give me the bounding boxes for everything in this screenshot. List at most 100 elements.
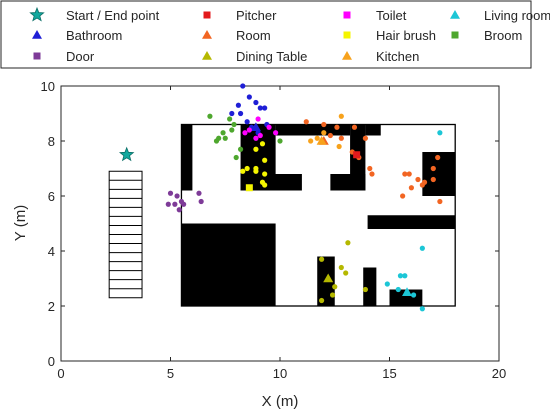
point-door <box>174 193 180 199</box>
point-bathroom <box>262 105 268 111</box>
plot-area: 0 5 10 15 20 0 2 4 6 8 10 <box>41 79 507 381</box>
point-kitchen <box>336 143 342 150</box>
y-axis-label: Y (m) <box>12 205 29 241</box>
series-kitchen <box>308 113 344 150</box>
legend-label-hair-brush: Hair brush <box>376 28 436 43</box>
legend-marker-toilet <box>343 11 351 19</box>
point-toilet <box>266 124 272 130</box>
point-door <box>198 198 204 205</box>
point-dining-table <box>338 264 344 271</box>
series-room <box>303 119 443 205</box>
point-room <box>406 171 412 177</box>
point-room <box>400 193 406 199</box>
series-door <box>165 190 204 213</box>
x-tick-label: 15 <box>382 366 396 381</box>
point-door <box>165 201 171 207</box>
point-room <box>303 119 309 125</box>
point-door <box>181 201 187 207</box>
legend-item-broom: Broom <box>451 28 522 43</box>
point-dining-table <box>343 270 349 276</box>
x-tick-label: 5 <box>167 366 174 381</box>
point-dining-table <box>319 297 325 304</box>
legend-label-start-end-point: Start / End point <box>66 8 160 23</box>
point-broom <box>227 116 233 122</box>
point-dining-table <box>345 240 351 246</box>
series-pitcher <box>353 151 361 159</box>
legend-marker-start-end-point <box>29 6 45 22</box>
legend-marker-kitchen <box>342 51 352 60</box>
point-bathroom <box>253 99 259 106</box>
point-hair-brush <box>262 182 268 188</box>
point-toilet <box>257 132 263 139</box>
point-room <box>338 135 344 141</box>
legend-item-dining-table: Dining Table <box>202 49 307 64</box>
start-end-point-marker <box>118 146 135 162</box>
point-dining-table <box>362 286 369 293</box>
y-tick-label: 8 <box>48 134 55 149</box>
point-toilet <box>246 127 252 133</box>
point-toilet <box>253 135 259 141</box>
point-living-room <box>395 286 401 293</box>
point-hair-brush <box>240 168 246 174</box>
point-broom <box>231 121 237 128</box>
point-broom <box>229 127 235 133</box>
point-hair-brush <box>259 141 266 147</box>
series-living-room <box>384 130 443 312</box>
point-bathroom <box>240 83 246 89</box>
point-kitchen <box>321 130 327 136</box>
point-broom <box>237 146 244 152</box>
landmark-pitcher <box>353 151 361 159</box>
obstacle <box>240 174 302 191</box>
legend-item-pitcher: Pitcher <box>203 8 277 23</box>
obstacle <box>181 223 276 306</box>
legend-label-bathroom: Bathroom <box>66 28 122 43</box>
obstacle <box>275 124 351 136</box>
point-broom <box>207 113 213 119</box>
point-room <box>437 198 443 205</box>
point-room <box>327 132 333 139</box>
series-hair-brush <box>240 141 268 192</box>
legend-marker-room <box>202 30 212 39</box>
point-living-room <box>419 306 425 312</box>
y-tick-label: 2 <box>48 299 55 314</box>
legend-label-toilet: Toilet <box>376 8 407 23</box>
point-broom <box>220 130 226 136</box>
x-tick-label: 20 <box>492 366 506 381</box>
legend-label-door: Door <box>66 49 95 64</box>
point-room <box>334 124 340 130</box>
legend-marker-living-room <box>450 10 460 19</box>
point-living-room <box>402 273 408 279</box>
legend-marker-bathroom <box>32 30 42 39</box>
point-room <box>402 171 408 177</box>
obstacle <box>181 124 193 191</box>
point-hair-brush <box>253 168 259 174</box>
point-dining-table <box>319 256 325 262</box>
points-layer <box>118 83 443 312</box>
legend-marker-door <box>33 52 41 60</box>
point-living-room <box>419 245 425 251</box>
landmark-living-room <box>402 287 413 296</box>
obstacle <box>367 215 456 229</box>
y-tick-label: 6 <box>48 189 55 204</box>
legend: Start / End point Bathroom Door Pitcher Room… <box>0 0 550 69</box>
point-door <box>167 190 174 196</box>
legend-item-bathroom: Bathroom <box>32 28 122 43</box>
point-kitchen <box>308 138 314 144</box>
point-room <box>321 121 327 128</box>
legend-item-kitchen: Kitchen <box>342 49 419 64</box>
legend-label-dining-table: Dining Table <box>236 49 307 64</box>
point-dining-table <box>332 284 338 290</box>
point-toilet <box>255 116 261 122</box>
landmark-kitchen <box>316 136 327 145</box>
point-room <box>415 176 421 183</box>
point-kitchen <box>314 135 320 141</box>
point-bathroom <box>246 94 252 100</box>
landmark-hair-brush <box>245 184 253 192</box>
legend-box <box>0 0 532 69</box>
legend-item-living-room: Living room <box>450 8 550 23</box>
legend-label-broom: Broom <box>484 28 522 43</box>
legend-label-pitcher: Pitcher <box>236 8 277 23</box>
landmark-bathroom <box>250 122 261 131</box>
point-room <box>430 176 436 183</box>
